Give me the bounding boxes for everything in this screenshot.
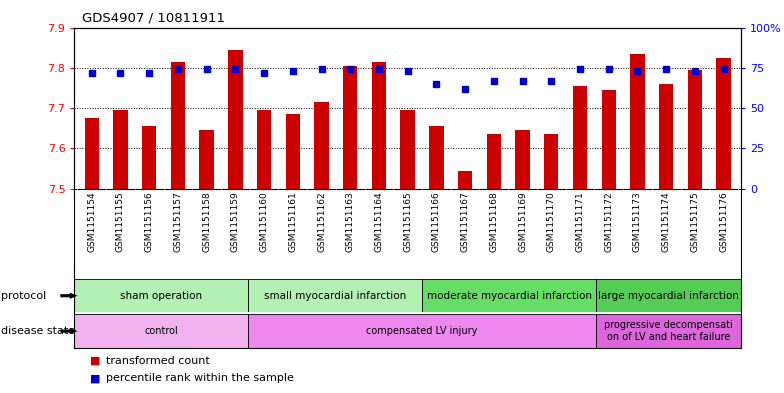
Bar [171,62,185,189]
Text: GSM1151170: GSM1151170 [546,191,556,252]
Text: GSM1151155: GSM1151155 [116,191,125,252]
Text: GSM1151162: GSM1151162 [317,191,326,252]
Bar [458,171,472,189]
Text: GSM1151173: GSM1151173 [633,191,642,252]
Text: GSM1151169: GSM1151169 [518,191,527,252]
Bar [85,118,99,189]
Bar [717,58,731,189]
Text: ■: ■ [90,356,100,365]
Bar [249,314,596,348]
Bar [573,86,587,189]
Bar [113,110,128,189]
Bar [630,54,644,189]
Bar [601,90,616,189]
Bar [515,130,530,189]
Text: GSM1151176: GSM1151176 [719,191,728,252]
Text: GSM1151175: GSM1151175 [691,191,699,252]
Text: GSM1151168: GSM1151168 [489,191,499,252]
Text: GSM1151164: GSM1151164 [375,191,383,252]
Text: GSM1151160: GSM1151160 [260,191,269,252]
Text: compensated LV injury: compensated LV injury [366,326,478,336]
Bar [74,279,249,312]
Text: ■: ■ [90,373,100,383]
Text: protocol: protocol [1,291,46,301]
Text: GSM1151154: GSM1151154 [87,191,96,252]
Bar [688,70,702,189]
Bar [74,314,249,348]
Text: GSM1151171: GSM1151171 [575,191,585,252]
Text: GSM1151156: GSM1151156 [145,191,154,252]
Text: GSM1151161: GSM1151161 [289,191,297,252]
Bar [401,110,415,189]
Bar [257,110,271,189]
Bar [596,279,741,312]
Text: progressive decompensati
on of LV and heart failure: progressive decompensati on of LV and he… [604,320,733,342]
Text: GSM1151163: GSM1151163 [346,191,354,252]
Text: GDS4907 / 10811911: GDS4907 / 10811911 [82,12,225,25]
Text: transformed count: transformed count [106,356,209,365]
Text: GSM1151174: GSM1151174 [662,191,670,252]
Bar [314,102,328,189]
Text: moderate myocardial infarction: moderate myocardial infarction [426,291,592,301]
Bar [659,84,673,189]
Text: GSM1151172: GSM1151172 [604,191,613,252]
Bar [429,126,444,189]
Bar [343,66,358,189]
Text: large myocardial infarction: large myocardial infarction [598,291,739,301]
Bar [199,130,214,189]
Text: disease state: disease state [1,326,75,336]
Text: GSM1151166: GSM1151166 [432,191,441,252]
Bar [249,279,422,312]
Bar [487,134,501,189]
Bar [142,126,156,189]
Text: sham operation: sham operation [120,291,202,301]
Text: GSM1151158: GSM1151158 [202,191,211,252]
Text: control: control [144,326,178,336]
Bar [596,314,741,348]
Bar [285,114,300,189]
Text: GSM1151157: GSM1151157 [173,191,183,252]
Bar [422,279,596,312]
Bar [372,62,387,189]
Text: small myocardial infarction: small myocardial infarction [264,291,406,301]
Text: percentile rank within the sample: percentile rank within the sample [106,373,294,383]
Text: GSM1151159: GSM1151159 [230,191,240,252]
Bar [228,50,242,189]
Text: GSM1151165: GSM1151165 [403,191,412,252]
Text: GSM1151167: GSM1151167 [461,191,470,252]
Bar [544,134,558,189]
